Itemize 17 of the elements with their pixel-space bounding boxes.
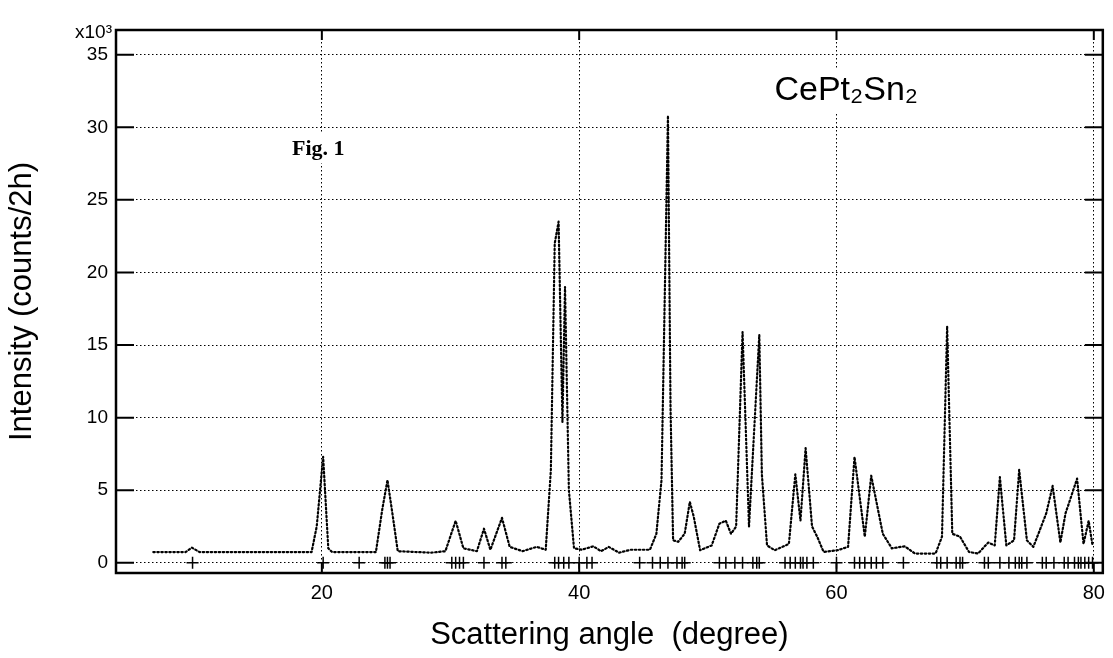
y-tick-label: 20 — [86, 260, 108, 282]
y-tick-label: 25 — [86, 188, 108, 210]
y-tick-label: 10 — [86, 405, 108, 427]
text: x10³ — [75, 20, 112, 42]
x-axis-title: Scattering angle (degree) — [430, 615, 789, 651]
y-tick-label: 35 — [86, 42, 108, 64]
y-tick-label: 15 — [86, 333, 108, 355]
x-tick-label: 80 — [1082, 580, 1105, 603]
text: CePt₂Sn₂ — [774, 69, 919, 107]
y-axis-title: Intensity (counts/2h) — [3, 161, 39, 442]
x-tick-label: 20 — [310, 580, 333, 603]
y-tick-label: 5 — [97, 478, 108, 500]
y-tick-label: 30 — [86, 115, 108, 137]
x-tick-label: 40 — [568, 580, 591, 603]
annotation: Fig. 1 — [292, 135, 345, 160]
x-tick-label: 60 — [825, 580, 848, 603]
y-tick-label: 0 — [97, 551, 108, 573]
